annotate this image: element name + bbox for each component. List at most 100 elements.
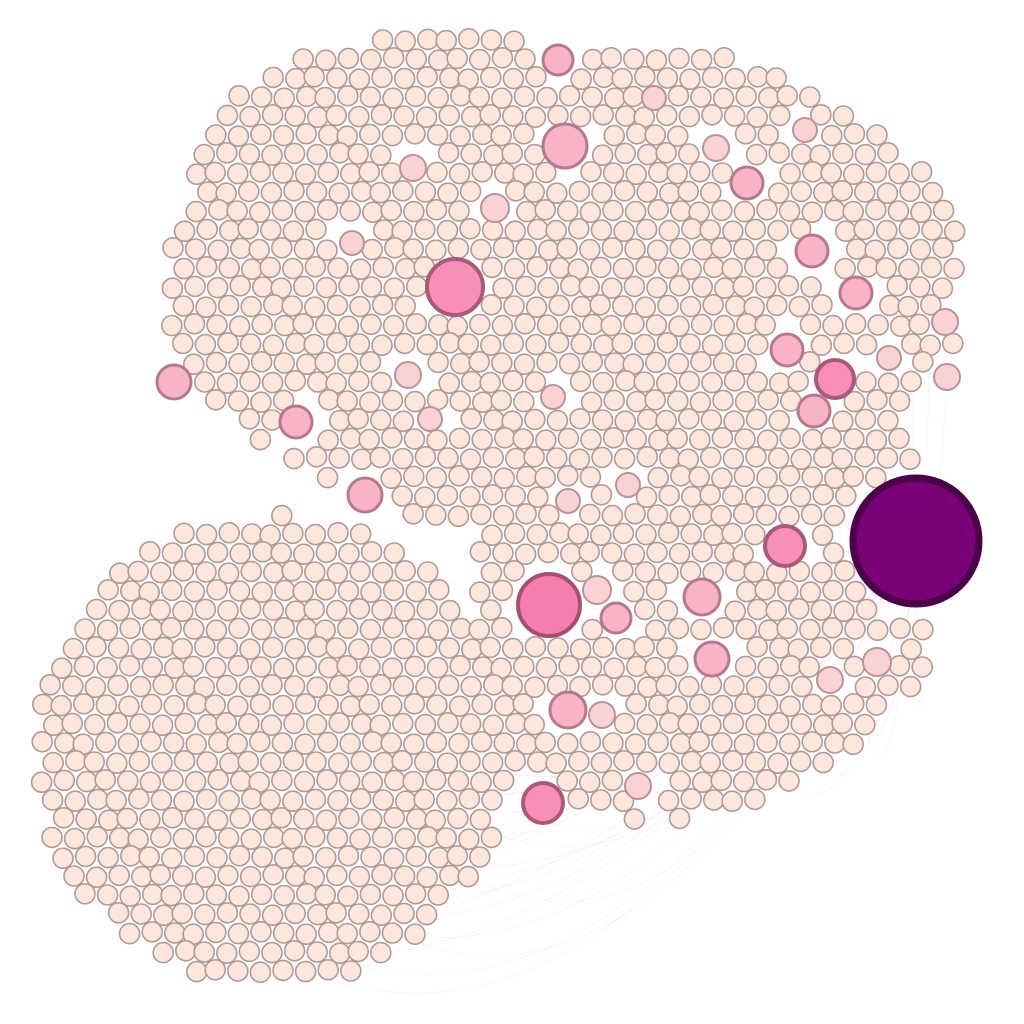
graph-node [744, 486, 767, 509]
graph-node [239, 903, 261, 925]
graph-node [790, 180, 813, 203]
graph-node [438, 599, 461, 622]
graph-node [394, 30, 417, 53]
graph-node [613, 447, 636, 470]
graph-node [899, 180, 921, 203]
graph-node [591, 409, 614, 431]
graph-node [865, 429, 888, 452]
graph-node [558, 85, 581, 107]
graph-node [316, 239, 338, 261]
graph-node [305, 181, 328, 203]
graph-node [416, 561, 439, 583]
graph-node [502, 67, 525, 90]
graph-node [306, 941, 329, 963]
graph-node [295, 882, 318, 905]
graph-node [438, 637, 461, 659]
graph-node [897, 258, 920, 281]
graph-node [175, 675, 197, 697]
graph-node [273, 579, 296, 602]
graph-node [625, 390, 648, 413]
graph-node [853, 181, 876, 203]
graph-node [271, 732, 294, 754]
graph-node [612, 522, 635, 545]
graph-node [183, 618, 205, 640]
graph-node [272, 959, 294, 982]
graph-node [634, 296, 657, 319]
graph-node [326, 827, 349, 849]
graph-node [592, 66, 615, 89]
graph-node [688, 693, 711, 716]
graph-node [272, 124, 295, 147]
graph-node [690, 48, 713, 71]
graph-node [337, 47, 360, 70]
graph-node [480, 561, 503, 584]
graph-node [228, 352, 250, 375]
graph-node [611, 295, 634, 317]
graph-node [336, 885, 359, 908]
graph-node [446, 807, 469, 830]
graph-node [106, 752, 128, 775]
graph-node [358, 123, 381, 146]
graph-node [262, 599, 285, 621]
graph-node [569, 407, 591, 430]
graph-node [459, 448, 482, 471]
graph-node [413, 218, 436, 241]
highlighted-node [615, 472, 641, 498]
graph-node [581, 350, 604, 373]
graph-node [854, 408, 877, 431]
graph-node [172, 865, 194, 887]
graph-node [745, 408, 768, 431]
graph-node [867, 314, 890, 336]
graph-node [765, 599, 788, 622]
graph-node [205, 351, 228, 374]
graph-node [163, 694, 185, 717]
graph-node [701, 334, 724, 357]
graph-node [295, 655, 318, 678]
graph-node [568, 180, 591, 203]
graph-node [130, 903, 152, 925]
graph-node [765, 67, 788, 89]
graph-node [358, 656, 381, 678]
graph-node [746, 371, 769, 393]
graph-node [646, 239, 669, 261]
graph-node [943, 257, 965, 280]
graph-node [338, 807, 360, 830]
graph-node [262, 66, 285, 89]
graph-node [438, 331, 461, 354]
graph-node [194, 903, 216, 926]
graph-node [416, 28, 439, 51]
graph-node [490, 124, 513, 147]
graph-node [394, 295, 417, 317]
graph-node [294, 163, 317, 185]
graph-node [746, 598, 769, 621]
graph-node [603, 124, 626, 147]
graph-node [293, 238, 316, 260]
graph-node [383, 237, 406, 259]
graph-node [834, 485, 857, 507]
graph-node [645, 49, 668, 72]
graph-node [515, 502, 538, 525]
graph-node [633, 66, 656, 88]
graph-node [328, 409, 351, 432]
graph-node [83, 751, 105, 773]
graph-node [514, 48, 536, 70]
graph-node [722, 447, 745, 470]
graph-node [666, 427, 689, 450]
highlighted-node-layer [155, 43, 983, 825]
graph-node [647, 161, 670, 184]
graph-node [735, 580, 758, 603]
graph-node [347, 638, 370, 661]
graph-node [139, 771, 162, 794]
graph-node [842, 692, 865, 715]
graph-node [314, 86, 337, 109]
graph-node [196, 751, 218, 773]
graph-node [458, 787, 481, 810]
graph-node [435, 29, 458, 52]
graph-node [625, 123, 648, 145]
graph-node [767, 711, 790, 734]
graph-node [314, 314, 337, 336]
highlighted-node [933, 363, 961, 391]
highlighted-node [541, 43, 575, 77]
graph-node [790, 675, 813, 698]
